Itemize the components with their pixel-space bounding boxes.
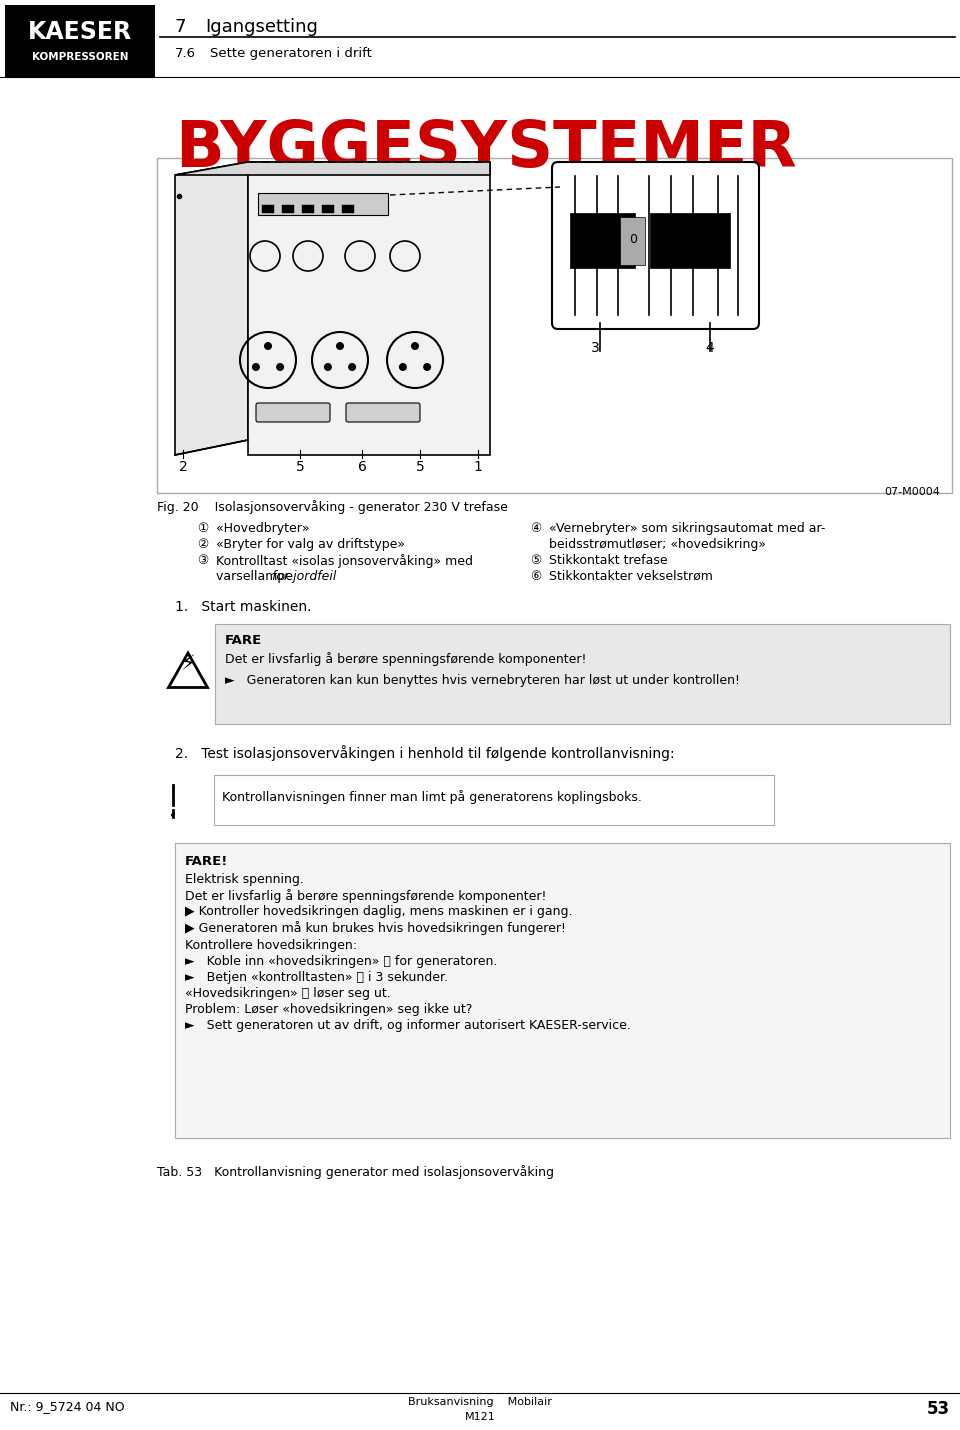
- Text: ⑥: ⑥: [530, 571, 541, 583]
- Text: Stikkontakt trefase: Stikkontakt trefase: [549, 553, 667, 568]
- Bar: [620, 217, 645, 265]
- Polygon shape: [169, 654, 207, 688]
- Circle shape: [398, 363, 407, 370]
- Text: for jordfeil: for jordfeil: [272, 571, 336, 583]
- Text: Igangsetting: Igangsetting: [205, 19, 318, 36]
- Text: 1.   Start maskinen.: 1. Start maskinen.: [175, 601, 311, 613]
- Text: Sette generatoren i drift: Sette generatoren i drift: [210, 47, 372, 60]
- FancyBboxPatch shape: [552, 162, 759, 329]
- Text: 1: 1: [473, 460, 483, 473]
- Text: Stikkontakter vekselstrøm: Stikkontakter vekselstrøm: [549, 571, 713, 583]
- Text: FARE: FARE: [225, 633, 262, 646]
- Bar: [322, 204, 334, 213]
- Text: 5: 5: [416, 460, 424, 473]
- Text: 3: 3: [590, 340, 599, 355]
- Text: Bruksanvisning    Mobilair: Bruksanvisning Mobilair: [408, 1397, 552, 1407]
- Text: beidsstrømutløser; «hovedsikring»: beidsstrømutløser; «hovedsikring»: [549, 538, 766, 551]
- Text: Elektrisk spenning.: Elektrisk spenning.: [185, 872, 304, 887]
- Circle shape: [411, 342, 419, 350]
- Text: 0: 0: [629, 233, 637, 246]
- Text: M121: M121: [465, 1411, 495, 1421]
- Circle shape: [423, 363, 431, 370]
- Text: ►   Sett generatoren ut av drift, og informer autorisert KAESER-service.: ► Sett generatoren ut av drift, og infor…: [185, 1020, 631, 1032]
- Text: KOMPRESSOREN: KOMPRESSOREN: [32, 51, 129, 61]
- Text: ►   Koble inn «hovedsikringen» ⓔ for generatoren.: ► Koble inn «hovedsikringen» ⓔ for gener…: [185, 955, 497, 968]
- Text: 5: 5: [296, 460, 304, 473]
- Text: ▶ Kontroller hovedsikringen daglig, mens maskinen er i gang.: ▶ Kontroller hovedsikringen daglig, mens…: [185, 905, 572, 918]
- Text: 6: 6: [357, 460, 367, 473]
- Text: FARE!: FARE!: [185, 855, 228, 868]
- Text: 7.6: 7.6: [175, 47, 196, 60]
- Text: «Hovedbryter»: «Hovedbryter»: [216, 522, 309, 535]
- Circle shape: [276, 363, 284, 370]
- Bar: [5, 4, 155, 77]
- Text: ②: ②: [197, 538, 208, 551]
- Circle shape: [264, 342, 272, 350]
- Text: 53: 53: [926, 1400, 950, 1419]
- Circle shape: [324, 363, 332, 370]
- Text: Fig. 20    Isolasjonsovervåking - generator 230 V trefase: Fig. 20 Isolasjonsovervåking - generator…: [157, 500, 508, 513]
- Text: KAESER: KAESER: [28, 20, 132, 44]
- FancyBboxPatch shape: [256, 403, 330, 422]
- Text: varsellampe: varsellampe: [216, 571, 297, 583]
- Polygon shape: [175, 162, 248, 455]
- FancyBboxPatch shape: [346, 403, 420, 422]
- Text: ▶ Generatoren må kun brukes hvis hovedsikringen fungerer!: ▶ Generatoren må kun brukes hvis hovedsi…: [185, 921, 566, 935]
- Polygon shape: [175, 162, 490, 174]
- Bar: [214, 775, 774, 825]
- Bar: [302, 204, 314, 213]
- Text: «Hovedsikringen» ⓔ løser seg ut.: «Hovedsikringen» ⓔ løser seg ut.: [185, 987, 391, 1000]
- Bar: [175, 844, 950, 1138]
- Circle shape: [336, 342, 344, 350]
- Text: 2: 2: [179, 460, 187, 473]
- Text: «Vernebryter» som sikringsautomat med ar-: «Vernebryter» som sikringsautomat med ar…: [549, 522, 826, 535]
- Bar: [262, 204, 274, 213]
- Text: ④: ④: [530, 522, 541, 535]
- Text: ►   Betjen «kontrolltasten» ⓒ i 3 sekunder.: ► Betjen «kontrolltasten» ⓒ i 3 sekunder…: [185, 971, 448, 984]
- Circle shape: [171, 814, 175, 817]
- Text: ⑤: ⑤: [530, 553, 541, 568]
- Text: 07-M0004: 07-M0004: [884, 488, 940, 498]
- Bar: [282, 204, 294, 213]
- Text: ①: ①: [197, 522, 208, 535]
- Text: ③: ③: [197, 553, 208, 568]
- Bar: [258, 193, 388, 214]
- Text: ⚡: ⚡: [180, 654, 195, 674]
- Text: Det er livsfarlig å berøre spenningsførende komponenter!: Det er livsfarlig å berøre spenningsføre…: [225, 652, 587, 666]
- Text: «Bryter for valg av driftstype»: «Bryter for valg av driftstype»: [216, 538, 405, 551]
- Text: 2.   Test isolasjonsovervåkingen i henhold til følgende kontrollanvisning:: 2. Test isolasjonsovervåkingen i henhold…: [175, 745, 675, 761]
- Text: ►   Generatoren kan kun benyttes hvis vernebryteren har løst ut under kontrollen: ► Generatoren kan kun benyttes hvis vern…: [225, 674, 740, 686]
- Bar: [248, 162, 490, 455]
- Text: Nr.: 9_5724 04 NO: Nr.: 9_5724 04 NO: [10, 1400, 125, 1413]
- Text: BYGGESYSTEMER: BYGGESYSTEMER: [175, 119, 797, 180]
- Text: Kontrollanvisningen finner man limt på generatorens koplingsboks.: Kontrollanvisningen finner man limt på g…: [222, 789, 642, 804]
- Text: Kontrollere hovedsikringen:: Kontrollere hovedsikringen:: [185, 940, 357, 952]
- Bar: [215, 623, 950, 724]
- Text: Tab. 53   Kontrollanvisning generator med isolasjonsovervåking: Tab. 53 Kontrollanvisning generator med …: [157, 1165, 554, 1178]
- Circle shape: [348, 363, 356, 370]
- Text: Problem: Løser «hovedsikringen» seg ikke ut?: Problem: Løser «hovedsikringen» seg ikke…: [185, 1002, 472, 1015]
- Text: 7: 7: [175, 19, 186, 36]
- Bar: [342, 204, 354, 213]
- Text: Det er livsfarlig å berøre spenningsførende komponenter!: Det er livsfarlig å berøre spenningsføre…: [185, 889, 546, 902]
- Text: 4: 4: [706, 340, 714, 355]
- Circle shape: [252, 363, 260, 370]
- Bar: [157, 157, 952, 493]
- Text: Kontrolltast «isolas jonsovervåking» med: Kontrolltast «isolas jonsovervåking» med: [216, 553, 473, 568]
- Bar: [650, 213, 730, 267]
- Bar: [570, 213, 635, 267]
